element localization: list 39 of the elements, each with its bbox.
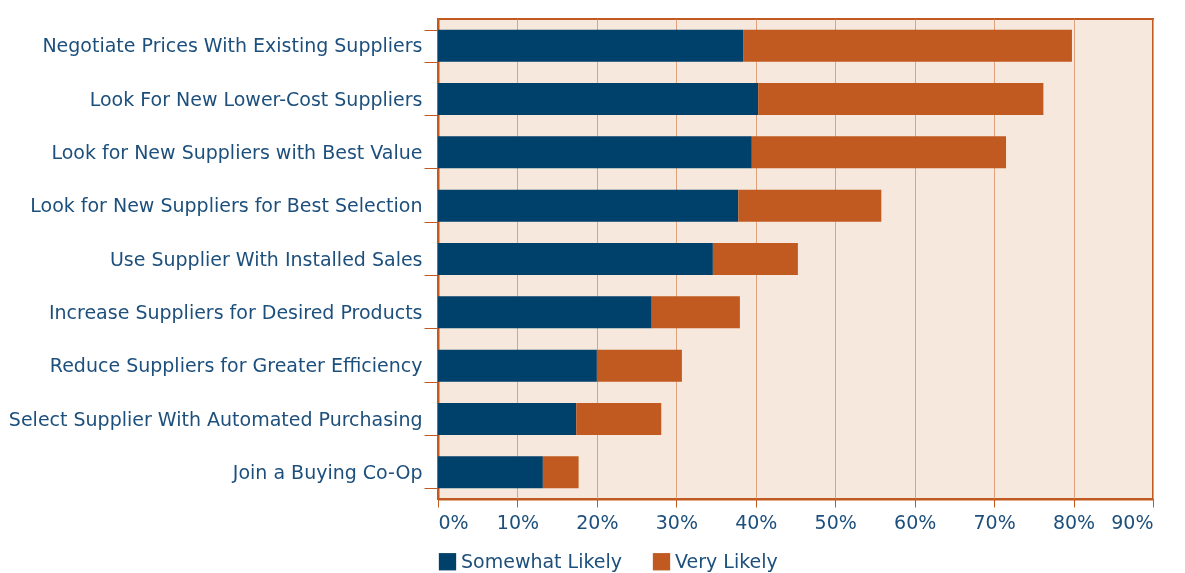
- x-tick-label: 40%: [735, 510, 778, 533]
- x-tick-label: 0%: [438, 510, 469, 533]
- bar: [438, 403, 577, 435]
- y-tick-label: Negotiate Prices With Existing Suppliers: [42, 34, 423, 57]
- y-tick-label: Select Supplier With Automated Purchasing: [8, 407, 423, 430]
- x-tick-label: 60%: [894, 510, 937, 533]
- legend-label: Very Likely: [675, 549, 778, 572]
- bar: [576, 403, 662, 435]
- y-tick-label: Use Supplier With Installed Sales: [109, 247, 423, 270]
- x-tick-label: 20%: [576, 510, 619, 533]
- y-tick-label: Reduce Suppliers for Greater Efficiency: [49, 354, 423, 377]
- bar: [596, 349, 682, 382]
- bar: [738, 189, 882, 222]
- bar: [438, 296, 652, 329]
- y-tick-label: Look For New Lower-Cost Suppliers: [89, 87, 423, 110]
- bar: [651, 296, 740, 329]
- x-tick-label: 30%: [655, 510, 698, 533]
- legend-label: Somewhat Likely: [461, 549, 622, 572]
- bar: [438, 349, 597, 382]
- bar: [751, 136, 1007, 169]
- bar: [438, 189, 739, 222]
- bar: [542, 456, 579, 489]
- x-tick-label: 10%: [496, 510, 540, 533]
- bar: [712, 243, 798, 275]
- x-tick-label: 70%: [973, 510, 1016, 533]
- x-tick-label: 90%: [1111, 510, 1154, 533]
- bar: [438, 456, 543, 489]
- bar: [743, 29, 1072, 62]
- y-tick-label: Join a Buying Co-Op: [231, 460, 423, 483]
- x-tick-label: 50%: [814, 510, 857, 533]
- bar: [438, 243, 713, 275]
- bar: [438, 83, 759, 115]
- y-tick-label: Increase Suppliers for Desired Products: [48, 300, 423, 323]
- x-tick-label: 80%: [1052, 510, 1096, 533]
- bar: [438, 136, 752, 169]
- y-tick-label: Look for New Suppliers for Best Selection: [30, 194, 423, 217]
- y-tick-label: Look for New Suppliers with Best Value: [51, 140, 423, 163]
- bar: [758, 83, 1044, 115]
- bar: [438, 29, 744, 62]
